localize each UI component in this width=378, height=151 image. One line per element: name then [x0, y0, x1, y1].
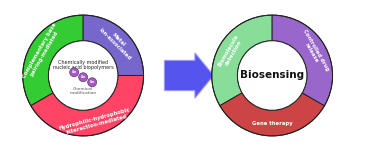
Text: Metal
ion-associated: Metal ion-associated	[98, 23, 136, 61]
Circle shape	[237, 41, 307, 110]
Circle shape	[70, 68, 79, 77]
Circle shape	[88, 78, 97, 87]
Wedge shape	[31, 76, 144, 136]
Text: Chemically modified
nucleic acid biopolymers: Chemically modified nucleic acid biopoly…	[53, 60, 113, 71]
Text: Biomolecule
detection: Biomolecule detection	[217, 33, 245, 70]
FancyArrow shape	[164, 53, 214, 98]
Text: Cm: Cm	[71, 70, 77, 74]
Text: Cm: Cm	[90, 80, 95, 84]
Wedge shape	[83, 15, 144, 76]
Text: Gene therapy: Gene therapy	[252, 120, 293, 126]
Circle shape	[79, 73, 88, 82]
Text: Biosensing: Biosensing	[240, 71, 304, 80]
Circle shape	[48, 41, 118, 110]
Wedge shape	[212, 15, 272, 106]
Text: Hydrophilic-hydrophobic
interaction-mediated: Hydrophilic-hydrophobic interaction-medi…	[59, 107, 132, 136]
Text: Cm: Cm	[81, 75, 86, 79]
Wedge shape	[220, 93, 324, 136]
Text: Controlled drug
release: Controlled drug release	[297, 29, 330, 75]
Wedge shape	[23, 15, 83, 106]
Wedge shape	[272, 15, 333, 106]
Text: Chemical
modification: Chemical modification	[70, 87, 97, 95]
Text: Complementary base
pairing-mediated: Complementary base pairing-mediated	[22, 22, 62, 82]
